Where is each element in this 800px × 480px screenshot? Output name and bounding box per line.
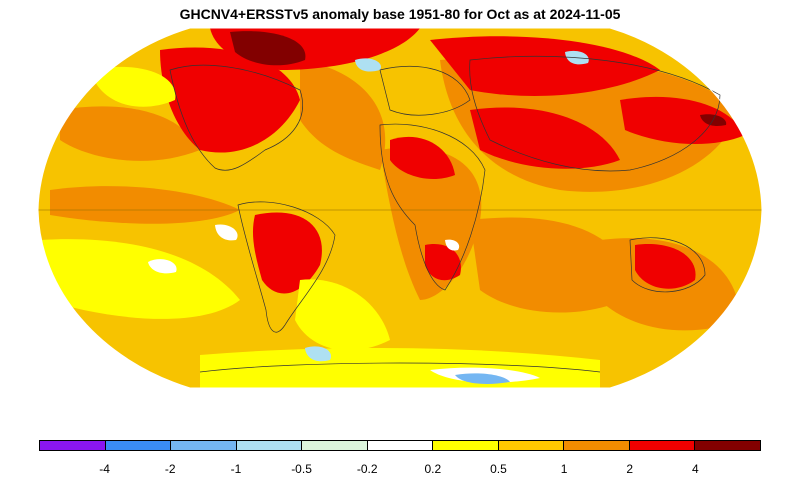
legend-label: -4 [99,462,110,476]
coast-australia [629,237,706,293]
legend-label: -2 [164,462,176,476]
legend-label: 0.5 [490,462,507,476]
legend-swatch [40,441,106,450]
region-pacific-white-2 [215,224,238,241]
legend-label: 0.2 [424,462,442,476]
legend-swatch [629,441,696,450]
legend-swatch [302,441,368,450]
legend-label: -0.2 [356,462,378,476]
legend-swatch [498,441,565,450]
coastlines [169,55,721,373]
region-australia-hot [635,244,696,289]
coast-north-america [169,64,303,171]
legend-swatch [171,441,237,450]
legend-swatch [695,441,761,450]
legend-label: -0.5 [291,462,312,476]
region-cool-3 [305,346,331,362]
coast-antarctica [199,362,601,373]
region-eastern-pacific-mild [40,239,240,319]
coast-south-america [237,201,336,333]
legend-label: 2 [626,462,634,476]
legend-label: -1 [230,462,242,476]
legend-swatch [564,441,630,450]
region-north-africa-hot [390,136,455,180]
color-legend-labels: -4 -2 -1 -0.5 -0.2 0.2 0.5 1 2 4 [39,462,761,478]
region-siberia-hot [430,36,660,96]
region-tropical-pacific [50,186,240,224]
region-south-atlantic-mild [295,279,390,351]
region-middle-east-hot [470,107,620,169]
region-southern-africa-hot [425,244,461,281]
region-pacific-white-1 [148,259,177,274]
region-africa-white [445,239,460,251]
map-title: GHCNV4+ERSSTv5 anomaly base 1951-80 for … [179,6,621,22]
globe-outline [37,27,763,389]
coast-europe [379,65,471,116]
legend-swatch [236,441,303,450]
coast-asia [469,55,721,172]
legend-swatch [433,441,499,450]
region-north-america-hot [160,47,300,153]
legend-label: 4 [692,462,699,476]
legend-swatch [105,441,172,450]
region-greenland-very-hot [230,31,306,66]
legend-label: 1 [560,462,568,476]
region-south-america-hot [252,212,322,294]
coast-africa [379,123,486,291]
region-indian-ocean [470,217,640,313]
color-legend-bar [39,440,761,451]
region-north-atlantic [300,60,386,170]
region-north-pacific [60,106,200,161]
anomaly-map [37,27,763,389]
region-east-asia-hot [620,96,745,145]
region-cool-4 [455,373,510,384]
region-north-pacific-mild [90,66,176,107]
legend-swatch [367,441,434,450]
region-cool-1 [355,58,381,72]
